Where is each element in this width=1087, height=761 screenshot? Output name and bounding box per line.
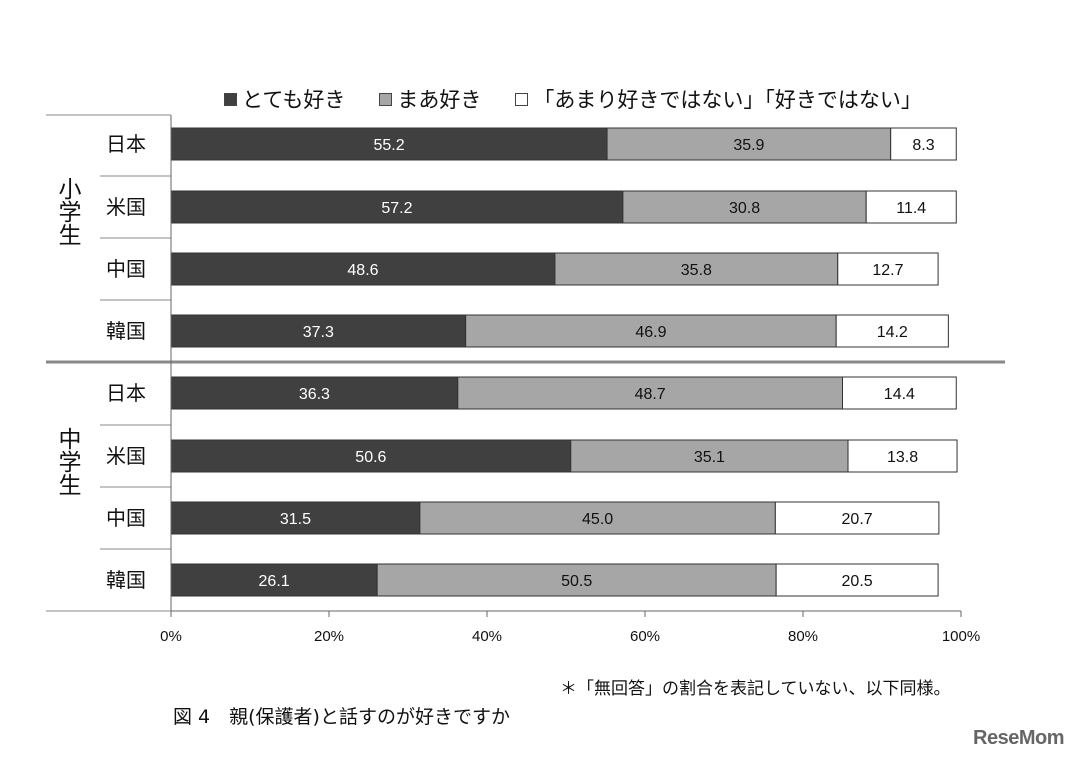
bar-segment: [774, 501, 940, 535]
legend-item: とても好き: [224, 84, 345, 114]
category-label: 米国: [106, 195, 146, 219]
x-tick-label: 80%: [788, 628, 818, 645]
group-label-junior-high: 中学生: [54, 427, 80, 496]
bar-segment: [465, 314, 837, 348]
legend-label: 「あまり好きではない」「好きではない」: [533, 88, 922, 112]
bar-segment: [457, 376, 843, 410]
category-label: 日本: [106, 132, 146, 156]
group-label-elementary: 小学生: [54, 177, 80, 246]
data-label: 35.9: [733, 137, 764, 154]
bar-segment: [775, 563, 939, 597]
legend-label: まあ好き: [397, 88, 482, 112]
data-label: 50.5: [561, 573, 592, 590]
data-label: 11.4: [896, 200, 926, 217]
data-label: 35.8: [681, 262, 712, 279]
bar-segment: [570, 439, 849, 473]
bar-segment: [170, 252, 556, 286]
bar-segment: [170, 314, 467, 348]
bar-segment: [837, 252, 939, 286]
bar-segment: [170, 563, 378, 597]
bar-segment: [419, 501, 776, 535]
bar-segment: [170, 439, 572, 473]
data-label: 13.8: [887, 449, 918, 466]
data-label: 31.5: [280, 511, 311, 528]
bar-segment: [890, 127, 957, 161]
data-label: 20.7: [842, 511, 873, 528]
x-tick-label: 100%: [942, 628, 980, 645]
category-label: 日本: [106, 381, 146, 405]
legend-swatch: [379, 92, 393, 106]
x-tick-label: 0%: [160, 628, 182, 645]
data-label: 57.2: [381, 200, 412, 217]
bar-segment: [170, 376, 459, 410]
x-tick-label: 60%: [630, 628, 660, 645]
data-label: 20.5: [842, 573, 873, 590]
data-label: 36.3: [299, 386, 330, 403]
x-tick-label: 20%: [314, 628, 344, 645]
data-label: 14.4: [884, 386, 915, 403]
bar-segment: [170, 127, 608, 161]
category-label: 中国: [106, 257, 146, 281]
data-label: 48.6: [347, 262, 378, 279]
legend-swatch: [224, 92, 237, 106]
bar-segment: [842, 376, 957, 410]
data-label: 46.9: [635, 324, 666, 341]
bar-segment: [554, 252, 839, 286]
category-label: 韓国: [106, 568, 146, 592]
category-label: 米国: [106, 444, 146, 468]
data-label: 50.6: [355, 449, 386, 466]
bar-segment: [170, 501, 421, 535]
data-label: 12.7: [872, 262, 903, 279]
data-label: 45.0: [582, 511, 613, 528]
data-label: 37.3: [303, 324, 334, 341]
data-label: 8.3: [912, 137, 934, 154]
legend-label: とても好き: [242, 88, 346, 112]
bar-segment: [865, 190, 957, 224]
data-label: 48.7: [635, 386, 666, 403]
bar-segment: [835, 314, 949, 348]
legend-item: 「あまり好きではない」「好きではない」: [515, 84, 922, 114]
data-label: 26.1: [259, 573, 290, 590]
category-label: 韓国: [106, 319, 146, 343]
legend-item: まあ好き: [379, 84, 481, 114]
figure-caption: 図 4 親(保護者)と話すのが好きですか: [173, 706, 510, 728]
chart-legend: とても好き まあ好き 「あまり好きではない」「好きではない」: [224, 84, 922, 114]
bar-segment: [376, 563, 777, 597]
legend-swatch: [515, 92, 529, 106]
footnote: ＊「無回答」の割合を表記していない、以下同様。: [560, 679, 951, 699]
brand-logo: ReseMom: [973, 727, 1064, 749]
data-label: 35.1: [694, 449, 725, 466]
data-label: 55.2: [373, 137, 404, 154]
data-label: 30.8: [729, 200, 760, 217]
bar-segment: [170, 190, 624, 224]
data-label: 14.2: [877, 324, 908, 341]
x-tick-label: 40%: [472, 628, 502, 645]
bar-segment: [606, 127, 892, 161]
bar-segment: [847, 439, 958, 473]
category-label: 中国: [106, 506, 146, 530]
